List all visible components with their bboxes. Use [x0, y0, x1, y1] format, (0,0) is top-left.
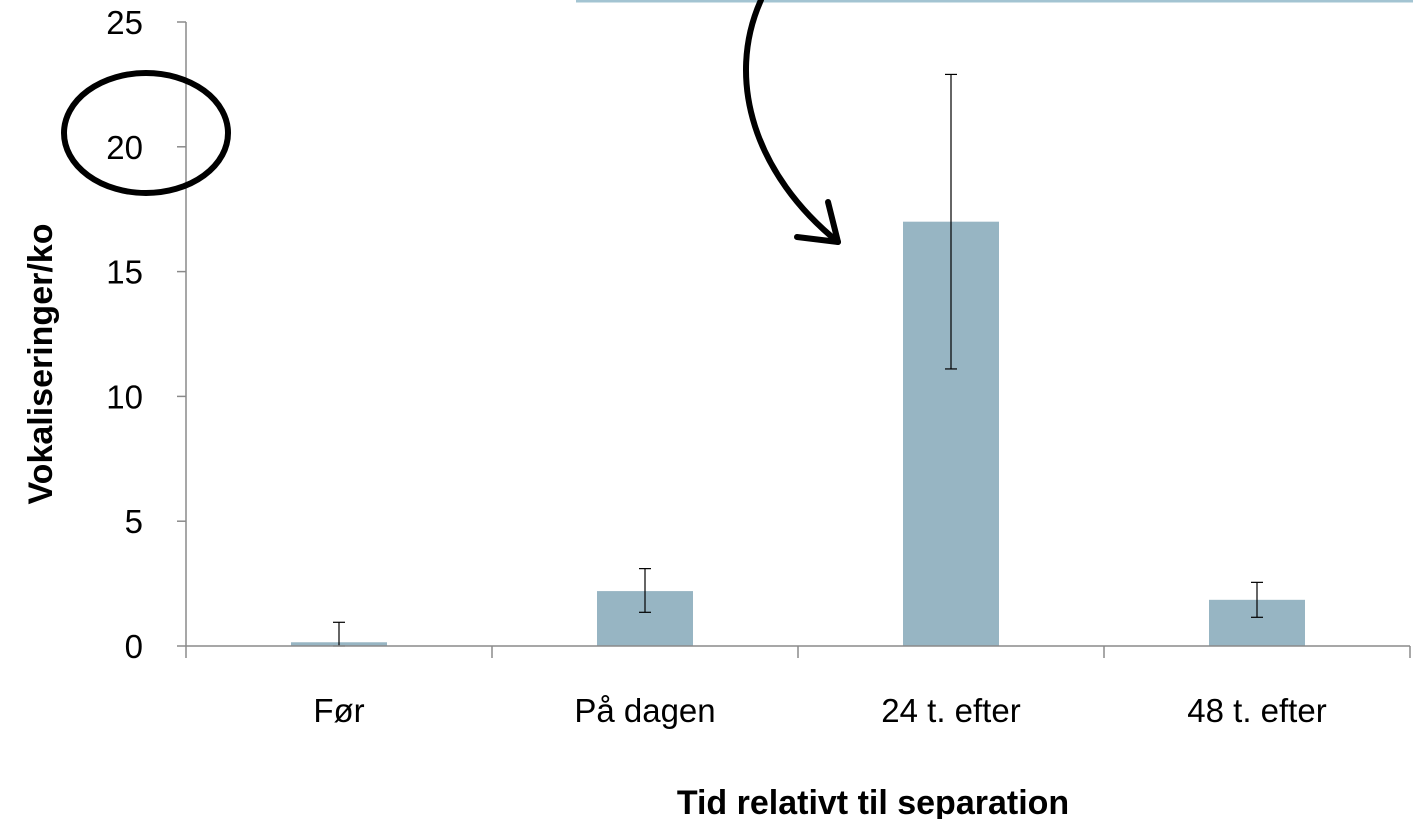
y-axis-title: Vokaliseringer/ko	[22, 224, 60, 505]
y-tick-label: 25	[106, 4, 143, 41]
curved-arrow-annotation	[743, 0, 841, 245]
x-tick-label: Før	[313, 692, 364, 729]
y-tick-label: 20	[106, 129, 143, 166]
y-axis-ticks: 0 5 10 15 20 25	[106, 4, 186, 665]
y-tick-label: 5	[125, 503, 143, 540]
y-tick-label: 0	[125, 628, 143, 665]
y-tick-label: 15	[106, 254, 143, 291]
arrow-head-icon	[794, 199, 841, 245]
x-tick-label: På dagen	[574, 692, 715, 729]
y-tick-label: 10	[106, 378, 143, 415]
x-tick-label: 48 t. efter	[1187, 692, 1326, 729]
plot-area	[291, 73, 1305, 647]
x-axis-ticks: Før På dagen 24 t. efter 48 t. efter	[185, 646, 1411, 729]
x-tick-label: 24 t. efter	[881, 692, 1020, 729]
x-axis-title: Tid relativt til separation	[677, 784, 1069, 819]
highlight-circle-annotation	[61, 70, 231, 196]
